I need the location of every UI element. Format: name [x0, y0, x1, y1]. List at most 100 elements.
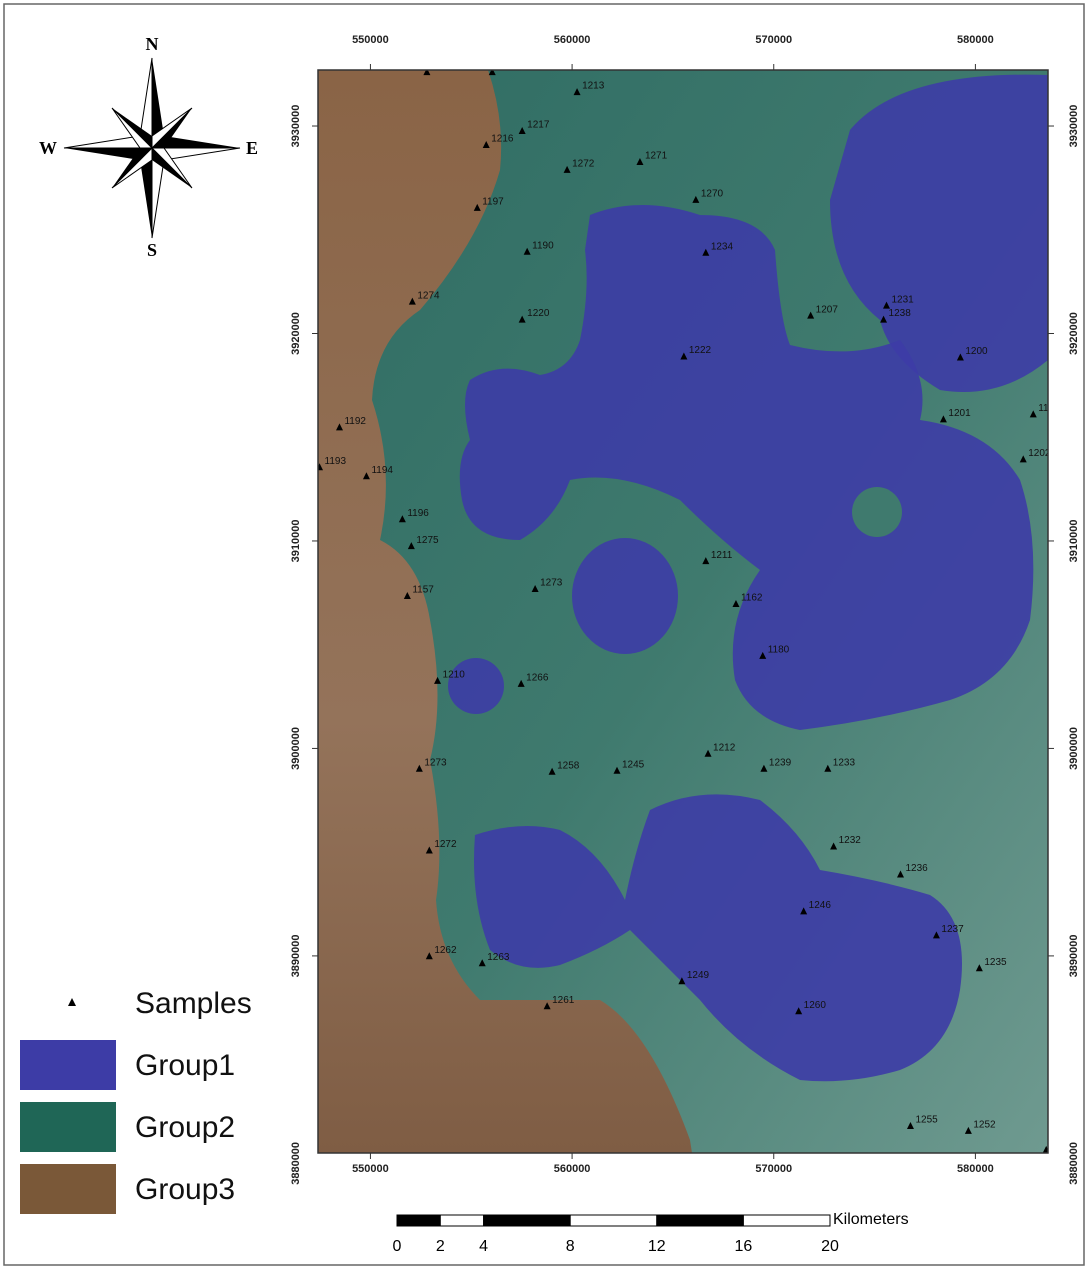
- sample-label: 1232: [839, 835, 862, 846]
- scale-label: 16: [735, 1238, 753, 1255]
- sample-point: [1042, 1145, 1048, 1153]
- sample-label: 1239: [769, 757, 792, 768]
- sample-label: 1252: [973, 1120, 996, 1131]
- axes: 550000 550000 560000 560000 570000 570000 5800…: [290, 34, 1080, 1185]
- map-area: 1215 1214 1213 1217 1216 1271 1272 1270 1197 1190…: [318, 61, 1051, 1153]
- sample-point: [759, 651, 767, 659]
- sample-label: 1196: [407, 508, 429, 519]
- sample-label: 1201: [948, 408, 971, 419]
- legend: Samples Group1 Group2 Group3: [20, 987, 252, 1214]
- sample-point: [335, 423, 343, 431]
- group3-region: [318, 70, 692, 1153]
- page-border: [3, 3, 1085, 1266]
- y-tick-label: 3880000: [290, 1142, 302, 1185]
- sample-point: [883, 301, 891, 309]
- sample-point: [482, 140, 490, 148]
- group2-island: [852, 487, 902, 537]
- sample-label: 1190: [532, 240, 554, 251]
- sample-point: [408, 297, 416, 305]
- sample-point: [964, 1126, 972, 1134]
- sample-label: 1233: [833, 757, 856, 768]
- sample-point: [473, 203, 481, 211]
- y-tick-label: 3930000: [290, 105, 302, 148]
- sample-label: 1200: [965, 346, 988, 357]
- sample-point: [548, 767, 556, 775]
- sample-point: [425, 846, 433, 854]
- sample-point: [807, 311, 815, 319]
- x-tick-label: 560000: [554, 1163, 591, 1175]
- sample-label: 1214: [497, 61, 520, 72]
- sample-point: [517, 679, 525, 687]
- sample-label: 1222: [689, 345, 712, 356]
- sample-point: [896, 870, 904, 878]
- x-tick-label: 580000: [957, 1163, 994, 1175]
- sample-label: 1210: [443, 670, 466, 681]
- samples: 1215 1214 1213 1217 1216 1271 1272 1270 1197 1190…: [318, 61, 1051, 1153]
- sample-point: [318, 463, 324, 471]
- sample-label: 1194: [371, 465, 393, 476]
- compass-w: W: [39, 138, 57, 158]
- sample-point: [795, 1007, 803, 1015]
- sample-label: 1273: [540, 578, 563, 589]
- legend-label: Group2: [135, 1111, 235, 1144]
- y-tick-label: 3910000: [1068, 520, 1080, 563]
- compass-s: S: [147, 240, 157, 260]
- scale-segment: [742, 1214, 831, 1227]
- sample-label: 1275: [416, 535, 439, 546]
- sample-label: 1231: [892, 294, 915, 305]
- y-tick-label: 3910000: [290, 520, 302, 563]
- sample-label: 1246: [809, 900, 832, 911]
- sample-label: 1272: [434, 839, 457, 850]
- scale-segment: [656, 1214, 744, 1227]
- sample-point: [403, 592, 411, 600]
- legend-swatch: [20, 1102, 116, 1152]
- y-tick-label: 3900000: [1068, 727, 1080, 770]
- map-frame: [317, 69, 1049, 1154]
- sample-point: [362, 472, 370, 480]
- sample-point: [518, 126, 526, 134]
- sample-label: 1235: [984, 957, 1007, 968]
- sample-label: 1215: [432, 61, 455, 72]
- x-tick-label: 560000: [554, 34, 591, 46]
- sample-point: [518, 315, 526, 323]
- sample-label: 1262: [434, 945, 457, 956]
- x-tick-label: 570000: [755, 1163, 792, 1175]
- sample-point: [488, 70, 496, 76]
- legend-swatch: [20, 1164, 116, 1214]
- sample-point: [956, 353, 964, 361]
- compass: N S W E: [39, 34, 258, 260]
- sample-point: [407, 542, 415, 550]
- scale-unit: Kilometers: [833, 1211, 909, 1228]
- scale-label: 8: [566, 1238, 575, 1255]
- group1-regions: [448, 74, 1048, 1082]
- sample-label: 1212: [713, 742, 736, 753]
- sample-label: 1271: [645, 151, 668, 162]
- sample-point: [760, 764, 768, 772]
- sample-point: [824, 764, 832, 772]
- y-tick-label: 3920000: [1068, 312, 1080, 355]
- sample-point: [830, 842, 838, 850]
- sample-point: [932, 931, 940, 939]
- sample-point: [613, 766, 621, 774]
- sample-label: 1238: [889, 308, 912, 319]
- sample-label: 1211: [711, 550, 733, 561]
- sample-label: 1274: [417, 290, 440, 301]
- sample-label: 1220: [527, 308, 550, 319]
- sample-point: [523, 247, 531, 255]
- sample-label: 1202: [1028, 448, 1051, 459]
- sample-point: [531, 585, 539, 593]
- sample-label: 1234: [711, 241, 734, 252]
- sample-point: [800, 907, 808, 915]
- sample-label: 1213: [582, 81, 605, 92]
- scale-label: 4: [479, 1238, 488, 1255]
- sample-point: [423, 70, 431, 76]
- sample-point: [415, 764, 423, 772]
- sample-label: 1207: [816, 304, 839, 315]
- y-tick-label: 3880000: [1068, 1142, 1080, 1185]
- sample-point: [398, 515, 406, 523]
- sample-label: 1192: [344, 416, 366, 427]
- scale-label: 0: [393, 1238, 402, 1255]
- sample-point: [732, 600, 740, 608]
- sample-point: [563, 165, 571, 173]
- scale-segment: [569, 1214, 658, 1227]
